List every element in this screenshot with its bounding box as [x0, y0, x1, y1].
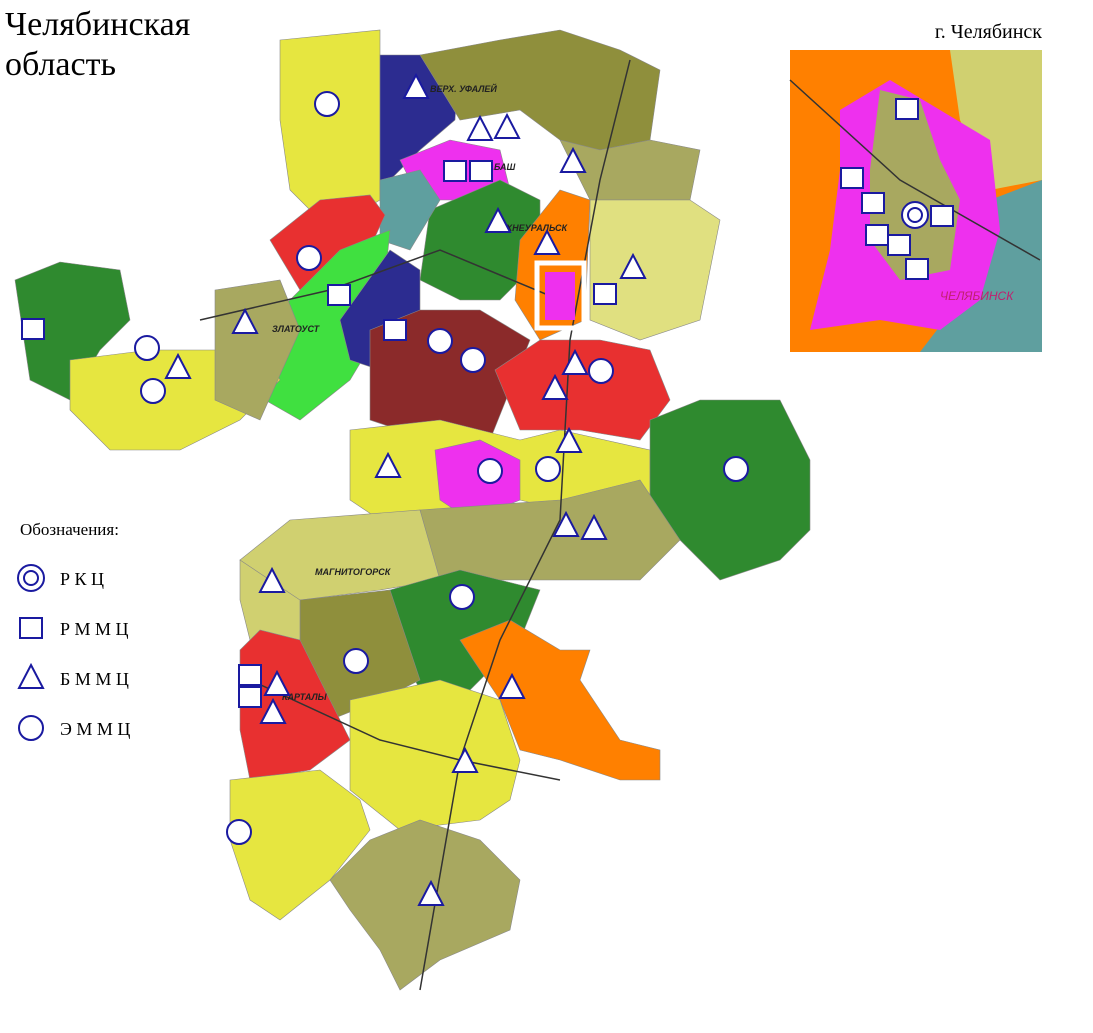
- regions: [14, 29, 811, 991]
- triangle-marker: [164, 352, 192, 379]
- circle-marker: [226, 819, 252, 845]
- circle-marker: [449, 584, 475, 610]
- square-marker: [21, 318, 45, 340]
- circle-marker: [723, 456, 749, 482]
- square-marker: [443, 160, 467, 182]
- title-line: Челябинская область: [5, 6, 191, 83]
- rkc-inner: [907, 207, 923, 223]
- triangle-marker: [498, 672, 526, 699]
- triangle-marker: [493, 112, 521, 139]
- city-frame: [534, 260, 587, 331]
- square-marker: [238, 664, 262, 686]
- square-marker: [905, 258, 929, 280]
- circle-marker: [588, 358, 614, 384]
- circle-marker: [427, 328, 453, 354]
- legend-item: Э М М Ц: [60, 719, 130, 739]
- triangle-marker: [374, 451, 402, 478]
- circle-marker: [535, 456, 561, 482]
- place-label: ЗЛАТОУСТ: [272, 324, 321, 334]
- square-marker: [593, 283, 617, 305]
- circle-marker: [343, 648, 369, 674]
- place-label: МАГНИТОГОРСК: [315, 567, 392, 577]
- triangle-marker: [559, 146, 587, 173]
- inset-label: ЧЕЛЯБИНСК: [940, 289, 1014, 303]
- legend-item: Б М М Ц: [60, 669, 129, 689]
- circle-marker: [477, 458, 503, 484]
- triangle-marker: [541, 373, 569, 400]
- circle-marker: [134, 335, 160, 361]
- square-marker: [840, 167, 864, 189]
- inset-title: г. Челябинск: [935, 21, 1042, 43]
- square-marker: [887, 234, 911, 256]
- circle-marker: [460, 347, 486, 373]
- triangle-marker: [552, 510, 580, 537]
- square-marker: [861, 192, 885, 214]
- triangle-marker: [619, 252, 647, 279]
- square-marker: [469, 160, 493, 182]
- legend-item: Р К Ц: [60, 569, 104, 589]
- city-mini: [545, 272, 575, 320]
- markers: [17, 72, 954, 906]
- rkc-inner: [23, 570, 39, 586]
- legend-item: Р М М Ц: [60, 619, 129, 639]
- triangle-marker: [555, 426, 583, 453]
- triangle-marker: [17, 662, 45, 689]
- square-marker: [238, 686, 262, 708]
- circle-marker: [140, 378, 166, 404]
- circle-marker: [18, 715, 44, 741]
- triangle-marker: [484, 206, 512, 233]
- triangle-marker: [580, 513, 608, 540]
- triangle-marker: [258, 566, 286, 593]
- triangle-marker: [402, 72, 430, 99]
- triangle-marker: [259, 697, 287, 724]
- inset: ЧЕЛЯБИНСК: [789, 50, 1042, 352]
- place-label: ВЕРХНЕУРАЛЬСК: [488, 223, 569, 233]
- circle-marker: [296, 245, 322, 271]
- legend-title: Обозначения:: [20, 520, 119, 539]
- triangle-marker: [561, 348, 589, 375]
- triangle-marker: [263, 669, 291, 696]
- triangle-marker: [417, 879, 445, 906]
- place-label: КАРТАЛЫ: [282, 692, 328, 702]
- square-marker: [383, 319, 407, 341]
- circle-marker: [314, 91, 340, 117]
- triangle-marker: [451, 746, 479, 773]
- square-marker: [327, 284, 351, 306]
- square-marker: [865, 224, 889, 246]
- triangle-marker: [466, 114, 494, 141]
- triangle-marker: [533, 228, 561, 255]
- triangle-marker: [231, 307, 259, 334]
- square-marker: [930, 205, 954, 227]
- place-label: ВЕРХ. УФАЛЕЙ: [430, 83, 497, 94]
- square-marker: [895, 98, 919, 120]
- square-marker: [19, 617, 43, 639]
